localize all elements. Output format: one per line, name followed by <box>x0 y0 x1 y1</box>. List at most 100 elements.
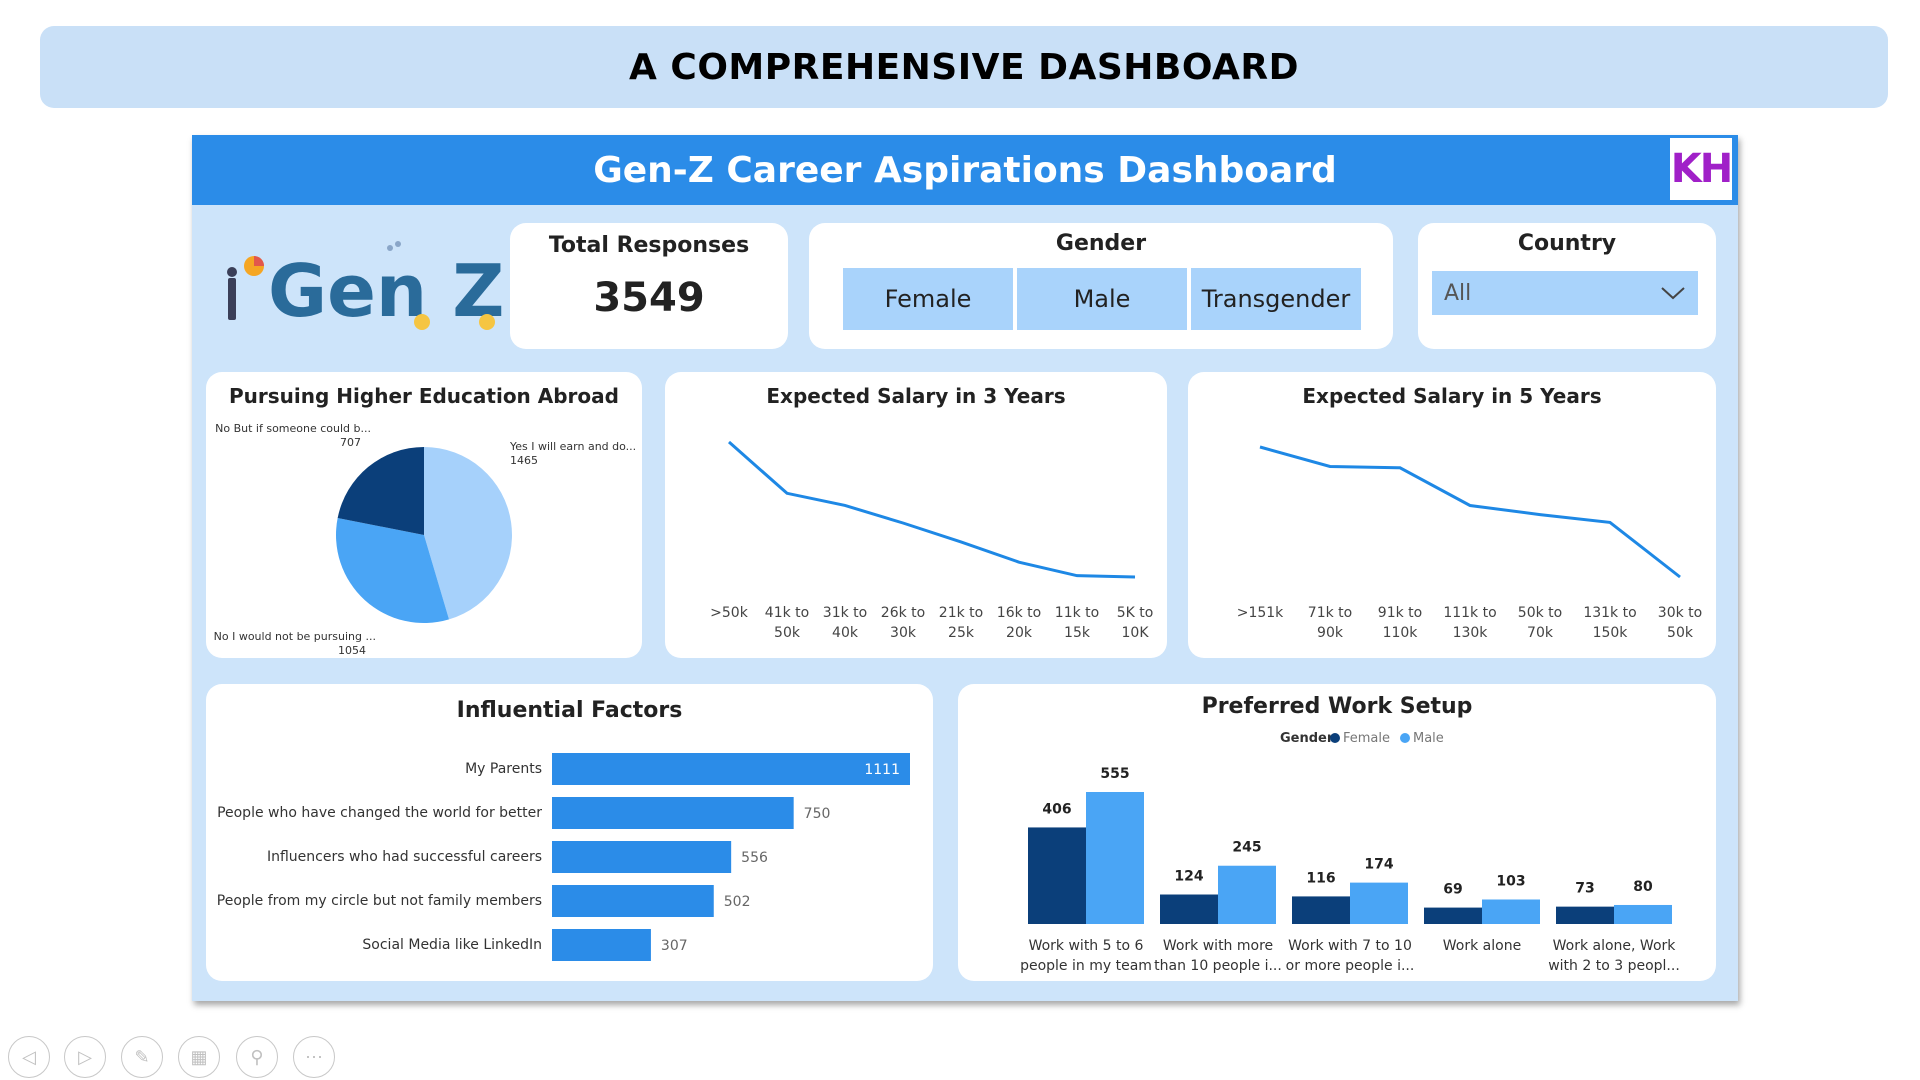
series-line <box>1259 445 1681 579</box>
bar-category-label: People who have changed the world for be… <box>217 805 542 821</box>
column-value-label: 174 <box>1364 857 1393 873</box>
x-category-label: people in my team <box>1020 958 1152 974</box>
more-options-icon[interactable]: ⋯ <box>293 1036 335 1078</box>
work-setup-chart: Gender Female Male 406 555 Work with 5 to 6 pe… <box>1020 731 1680 974</box>
x-tick-label: 41k to <box>765 605 809 621</box>
x-category-label: than 10 people i... <box>1154 958 1282 974</box>
x-category-label: Work with 7 to 10 <box>1288 938 1412 954</box>
column-value-label: 124 <box>1174 869 1203 885</box>
column-value-label: 116 <box>1306 870 1335 886</box>
work-setup-card: Preferred Work Setup Gender Female Male 406… <box>958 684 1716 981</box>
total-responses-value: 3549 <box>593 275 705 321</box>
salary-5-years-chart: >151k 71k to 90k 91k to 110k 111k to 130k 50k t… <box>1237 445 1702 641</box>
kh-logo-text: KH <box>1670 146 1734 192</box>
column-bar <box>1086 792 1144 924</box>
x-tick-label: 130k <box>1453 625 1489 641</box>
x-category-label: Work alone <box>1443 938 1521 954</box>
x-tick-label: 131k to <box>1583 605 1636 621</box>
zoom-icon[interactable]: ⚲ <box>236 1036 278 1078</box>
column-bar <box>1424 907 1482 924</box>
genz-logo-text: Gen Z <box>268 249 502 333</box>
previous-slide-icon[interactable]: ◁ <box>8 1036 50 1078</box>
column-bar <box>1218 865 1276 924</box>
slides-grid-icon[interactable]: ▦ <box>178 1036 220 1078</box>
dashboard-header: Gen-Z Career Aspirations Dashboard KH <box>192 135 1738 205</box>
dashboard: Gen-Z Career Aspirations Dashboard KH Ge… <box>192 135 1738 1001</box>
legend-title: Gender <box>1280 731 1334 746</box>
x-tick-label: 26k to <box>881 605 925 621</box>
genz-logo: Gen Z <box>227 241 502 333</box>
bar-value-label: 556 <box>741 850 768 866</box>
bar-value-label: 307 <box>661 938 688 954</box>
column-bar <box>1482 899 1540 924</box>
influential-factors-title: Influential Factors <box>456 698 683 723</box>
salary-3-years-card: Expected Salary in 3 Years >50k 41k to 50k… <box>665 372 1167 658</box>
country-slicer: Country All <box>1418 223 1716 349</box>
influential-factors-chart: My Parents 1111 People who have changed th… <box>217 753 910 961</box>
x-tick-label: 50k to <box>1518 605 1562 621</box>
salary-3-years-title: Expected Salary in 3 Years <box>766 384 1066 408</box>
x-tick-label: 150k <box>1593 625 1629 641</box>
total-responses-label: Total Responses <box>548 233 750 258</box>
work-setup-title: Preferred Work Setup <box>1201 694 1473 719</box>
next-slide-icon[interactable]: ▷ <box>64 1036 106 1078</box>
pie-slice-label: No But if someone could b... <box>215 422 371 435</box>
bar <box>552 885 714 917</box>
slide-title-bar: A COMPREHENSIVE DASHBOARD <box>40 26 1888 108</box>
column-value-label: 69 <box>1443 882 1462 898</box>
x-tick-label: 90k <box>1317 625 1344 641</box>
pie-chart: Yes I will earn and do...1465 No I would … <box>214 422 637 657</box>
gender-option-female[interactable]: Female <box>843 268 1013 330</box>
x-tick-label: 10K <box>1122 625 1150 641</box>
gender-option-transgender[interactable]: Transgender <box>1191 268 1361 330</box>
column-value-label: 80 <box>1633 879 1653 895</box>
column-bar <box>1350 882 1408 924</box>
gender-option-male[interactable]: Male <box>1017 268 1187 330</box>
dashboard-title: Gen-Z Career Aspirations Dashboard <box>593 149 1337 191</box>
column-bar <box>1292 896 1350 924</box>
column-bar <box>1556 906 1614 924</box>
pie-slice-value: 1054 <box>338 644 366 657</box>
x-tick-label: 91k to <box>1378 605 1422 621</box>
x-tick-label: 31k to <box>823 605 867 621</box>
bar-category-label: Social Media like LinkedIn <box>362 937 542 953</box>
salary-5-years-card: Expected Salary in 5 Years >151k 71k to 90… <box>1188 372 1716 658</box>
column-value-label: 406 <box>1042 801 1071 817</box>
x-tick-label: 30k to <box>1658 605 1702 621</box>
x-tick-label: 70k <box>1527 625 1554 641</box>
x-tick-label: >50k <box>710 605 749 621</box>
salary-5-years-title: Expected Salary in 5 Years <box>1302 384 1602 408</box>
pen-icon[interactable]: ✎ <box>121 1036 163 1078</box>
column-value-label: 245 <box>1232 840 1261 856</box>
country-dropdown-value: All <box>1444 280 1472 306</box>
slide-title: A COMPREHENSIVE DASHBOARD <box>629 46 1299 88</box>
x-tick-label: 20k <box>1006 625 1033 641</box>
x-category-label: or more people i... <box>1286 958 1415 974</box>
x-tick-label: 110k <box>1383 625 1419 641</box>
series-line <box>728 440 1136 579</box>
pie-slice <box>337 447 424 535</box>
gender-slicer-label: Gender <box>1055 231 1147 256</box>
pie-chart-title: Pursuing Higher Education Abroad <box>229 384 619 408</box>
column-value-label: 73 <box>1575 881 1594 897</box>
kh-logo: KH <box>1670 138 1734 200</box>
pie-slice-label: No I would not be pursuing ... <box>214 630 376 643</box>
x-tick-label: 30k <box>890 625 917 641</box>
x-tick-label: 21k to <box>939 605 983 621</box>
x-category-label: with 2 to 3 peopl... <box>1548 958 1680 974</box>
x-tick-label: 16k to <box>997 605 1041 621</box>
legend-marker <box>1400 733 1410 743</box>
higher-education-card: Pursuing Higher Education Abroad Yes I w… <box>206 372 642 658</box>
x-category-label: Work with 5 to 6 <box>1029 938 1144 954</box>
bar-category-label: My Parents <box>465 761 542 777</box>
x-tick-label: 11k to <box>1055 605 1099 621</box>
bar <box>552 753 910 785</box>
bar-value-label: 1111 <box>864 762 900 778</box>
x-tick-label: 50k <box>774 625 801 641</box>
country-dropdown[interactable]: All <box>1432 271 1698 315</box>
x-tick-label: 25k <box>948 625 975 641</box>
x-tick-label: >151k <box>1237 605 1284 621</box>
pie-slice <box>335 518 450 623</box>
x-tick-label: 40k <box>832 625 859 641</box>
